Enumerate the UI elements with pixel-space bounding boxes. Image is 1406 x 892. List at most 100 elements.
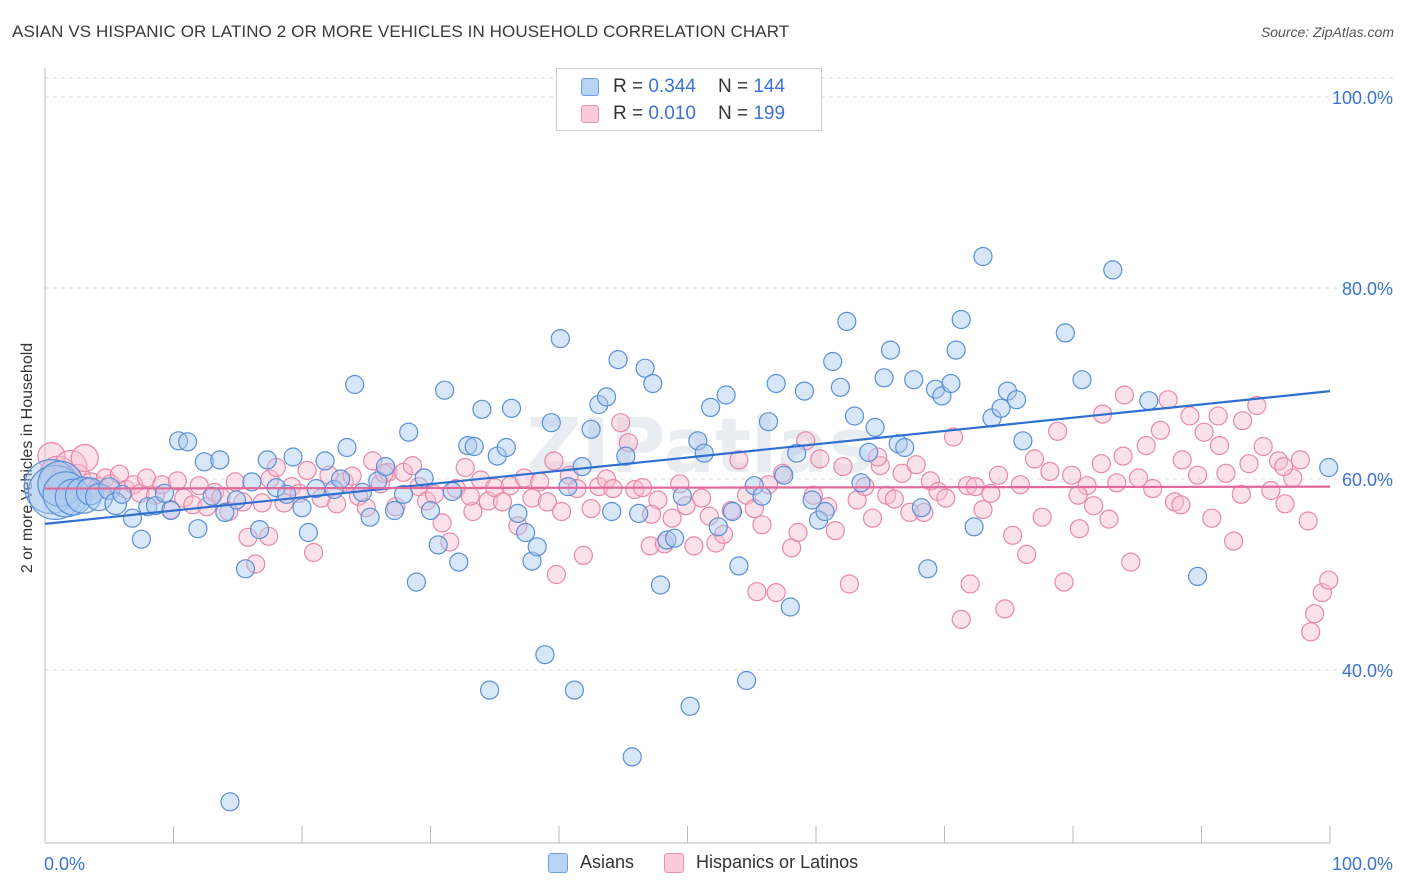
asian-point	[515, 522, 536, 543]
asian-point	[736, 670, 757, 691]
asian-point	[823, 351, 843, 372]
asian-point	[428, 535, 448, 555]
hispanic-point	[551, 501, 572, 522]
hispanic-point	[729, 450, 749, 470]
asian-point	[188, 519, 208, 539]
asian-point	[235, 559, 256, 579]
asian-point	[104, 492, 128, 516]
hispanic-point	[611, 413, 631, 433]
asian-point	[758, 412, 779, 432]
hispanic-point	[973, 500, 993, 520]
hispanic-point	[960, 574, 980, 594]
asian-point	[911, 498, 932, 518]
asian-point	[694, 443, 714, 463]
asian-point	[298, 522, 318, 543]
asian-point	[257, 450, 277, 470]
asian-point	[708, 517, 728, 537]
x-tick-label: 0.0%	[44, 854, 85, 874]
asian-point	[766, 373, 786, 394]
legend-item-asians[interactable]: Asians	[548, 852, 634, 873]
hispanic-point	[1107, 473, 1127, 493]
hispanic-point	[1002, 525, 1023, 545]
hispanic-point	[455, 457, 475, 478]
hispanic-point	[1143, 479, 1163, 499]
asian-point	[250, 519, 270, 540]
hispanic-point	[1301, 622, 1321, 642]
asian-point	[680, 696, 700, 716]
hispanic-swatch	[664, 852, 685, 873]
asian-point	[616, 446, 636, 466]
hispanic-point	[839, 574, 860, 594]
asian-point	[946, 340, 966, 360]
hispanic-point	[537, 492, 558, 512]
asian-point	[650, 575, 671, 595]
asian-point	[1072, 370, 1092, 390]
asian-point	[23, 459, 80, 515]
asian-point	[729, 556, 749, 576]
hispanic-point	[1194, 422, 1214, 442]
y-tick-label: 100.0%	[1332, 88, 1393, 108]
asian-swatch	[548, 852, 568, 873]
hispanic-point	[1069, 519, 1090, 539]
asian-point	[581, 419, 601, 439]
asian-point	[508, 503, 528, 524]
asian-point	[464, 436, 484, 457]
hispanic-point	[1231, 484, 1251, 504]
asian-point	[406, 572, 426, 592]
asian-point	[210, 450, 230, 470]
hispanic-point	[1247, 395, 1267, 416]
asian-point	[802, 490, 822, 510]
hispanic-point	[884, 489, 905, 509]
legend-item-label: Hispanics or Latinos	[696, 852, 859, 872]
asian-point	[131, 529, 151, 549]
asian-point	[384, 500, 405, 521]
asian-point	[345, 374, 365, 395]
hispanic-point	[356, 498, 376, 518]
hispanic-point	[1268, 451, 1289, 471]
hispanic-point	[1209, 436, 1230, 456]
hispanic-point	[1150, 420, 1171, 440]
legend-n-value: 199	[753, 103, 786, 124]
hispanic-point	[1172, 450, 1192, 470]
asian-point	[194, 452, 214, 472]
hispanic-point	[1114, 385, 1135, 405]
asian-point	[664, 528, 685, 548]
hispanic-point	[544, 451, 564, 471]
asian-point	[399, 422, 419, 442]
asian-point	[558, 477, 578, 497]
hispanic-point	[1032, 507, 1052, 527]
asian-point	[535, 645, 555, 665]
asian-point	[716, 385, 736, 405]
asian-point	[643, 373, 663, 394]
hispanic-point	[868, 447, 888, 467]
hispanic-point	[920, 471, 941, 491]
hispanic-point	[1024, 449, 1045, 469]
hispanic-point	[417, 491, 437, 511]
hispanic-point	[1158, 390, 1178, 410]
hispanic-point	[1216, 463, 1236, 483]
asian-point	[596, 387, 617, 407]
legend-item-label: Asians	[580, 852, 635, 872]
y-tick-label: 60.0%	[1342, 470, 1393, 490]
hispanic-point	[246, 554, 266, 574]
hispanic-point	[1091, 454, 1111, 474]
asian-point	[1055, 323, 1075, 343]
hispanic-point	[238, 527, 258, 547]
asian-point	[112, 484, 132, 504]
hispanic-point	[1180, 406, 1200, 426]
hispanic-point	[1083, 496, 1104, 516]
asian-point	[874, 368, 894, 388]
asian-point	[458, 436, 478, 456]
legend-r-label: R =	[613, 103, 644, 124]
asian-point	[589, 394, 609, 415]
hispanic-point	[374, 463, 394, 483]
legend-item-hispanics[interactable]: Hispanics or Latinos	[664, 852, 858, 873]
asian-point	[541, 413, 561, 433]
asian-point	[1103, 260, 1123, 280]
hispanic-point	[546, 564, 567, 585]
legend-n-label: N =	[717, 76, 749, 97]
hispanic-point	[625, 479, 645, 500]
hispanic-point	[1099, 509, 1119, 529]
hispanic-point	[943, 427, 964, 447]
asian-point	[844, 406, 865, 426]
